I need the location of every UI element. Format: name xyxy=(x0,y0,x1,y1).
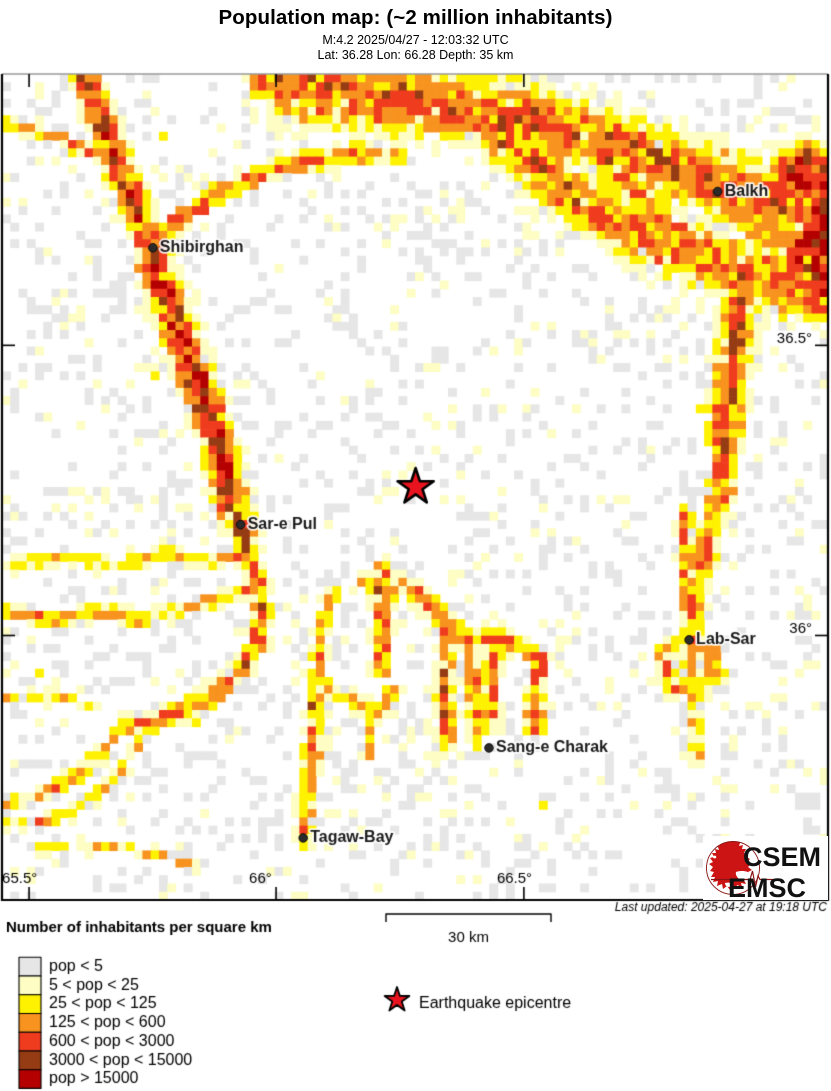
svg-text:CSEM: CSEM xyxy=(743,842,821,872)
svg-text:EMSC: EMSC xyxy=(728,873,806,900)
